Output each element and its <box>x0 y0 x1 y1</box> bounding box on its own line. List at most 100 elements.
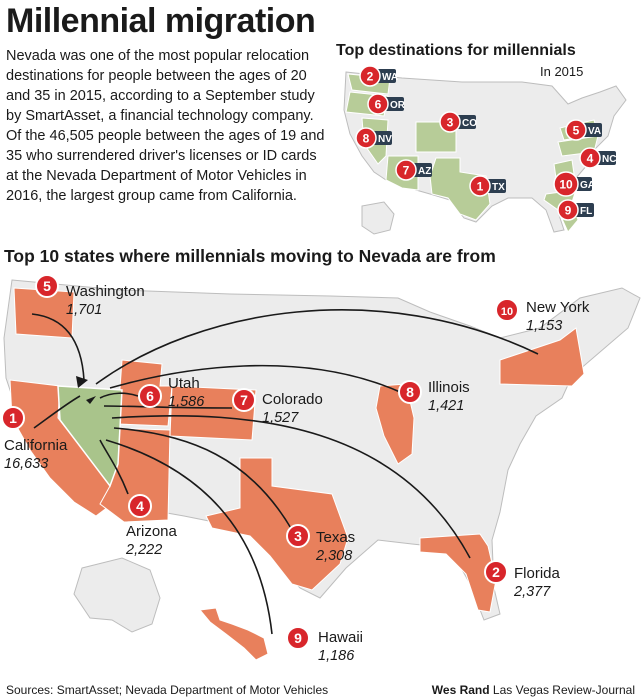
rank-number: 9 <box>294 630 302 646</box>
rank-number: 7 <box>240 392 248 408</box>
mover-count: 1,527 <box>262 410 299 426</box>
rank-number: 10 <box>559 178 573 192</box>
author-name: Wes Rand <box>431 683 490 697</box>
rank-number: 4 <box>136 498 144 514</box>
state-code: OR <box>390 100 406 111</box>
rank-circle <box>439 111 461 133</box>
alaska <box>73 557 161 633</box>
rank-number: 1 <box>9 410 17 426</box>
origin-utah: 6 Utah 1,586 <box>138 375 205 410</box>
mover-count: 1,153 <box>526 318 562 334</box>
rank-circle <box>367 93 389 115</box>
headline: Millennial migration <box>6 2 316 40</box>
mover-count: 2,308 <box>315 548 352 564</box>
main-map-title: Top 10 states where millennials moving t… <box>4 246 496 266</box>
arrowhead <box>76 376 88 388</box>
mover-count: 16,633 <box>4 456 48 472</box>
destination-badge-va: 5 VA <box>565 119 602 141</box>
state-texas <box>205 457 349 591</box>
inset-state-tx <box>429 157 491 221</box>
state-name: New York <box>526 299 590 316</box>
origin-arizona: 4 Arizona 2,222 <box>125 494 178 558</box>
destinations-map: 2 WA 6 OR 3 CO 8 NV 5 VA 4 NC 7 AZ 1 TX 10 GA 9 FL <box>343 65 627 235</box>
arrowheads <box>76 376 96 404</box>
state-name: Hawaii <box>318 629 363 646</box>
arrow-hawaii <box>105 439 273 635</box>
destination-badge-az: 7 AZ <box>395 159 432 181</box>
state-code: TX <box>492 182 505 193</box>
sources-credit: Sources: SmartAsset; Nevada Department o… <box>6 683 329 697</box>
rank-number: 8 <box>406 384 414 400</box>
rank-number: 9 <box>565 204 572 218</box>
origin-california: 1 California 16,633 <box>1 406 68 472</box>
rank-number: 6 <box>375 98 382 112</box>
rank-circle <box>484 560 508 584</box>
origin-hawaii: 9 Hawaii 1,186 <box>286 626 363 664</box>
rank-circle <box>395 159 417 181</box>
destination-badge-tx: 1 TX <box>469 175 506 197</box>
rank-circle <box>35 274 59 298</box>
destination-badge-ga: 10 GA <box>553 171 595 197</box>
rank-circle <box>553 171 579 197</box>
state-name: Arizona <box>126 523 178 540</box>
destination-badge-nv: 8 NV <box>355 127 392 149</box>
rank-circle <box>1 406 25 430</box>
publication-name: Las Vegas Review-Journal <box>492 683 635 697</box>
rank-circle <box>495 298 519 322</box>
rank-circle <box>359 65 381 87</box>
intro-paragraph: Nevada was one of the most popular reloc… <box>6 48 325 204</box>
origin-florida: 2 Florida 2,377 <box>484 560 561 600</box>
state-name: Texas <box>316 529 355 546</box>
rank-number: 10 <box>501 306 513 318</box>
rank-number: 3 <box>447 116 454 130</box>
rank-number: 5 <box>573 124 580 138</box>
mover-count: 2,377 <box>513 584 551 600</box>
arrow-california <box>33 395 81 429</box>
state-name: Washington <box>66 283 145 300</box>
state-code: AZ <box>418 166 431 177</box>
mover-count: 1,701 <box>66 302 102 318</box>
state-code: NC <box>602 154 616 165</box>
mover-count: 1,186 <box>318 648 355 664</box>
arrow-utah <box>99 392 139 399</box>
state-nevada <box>57 385 123 488</box>
destinations-map-title: Top destinations for millennials <box>336 42 576 59</box>
state-name: California <box>4 437 68 454</box>
origins-map: 1 California 16,633 2 Florida 2,377 3 Texas 2,30… <box>1 274 641 664</box>
rank-circle <box>469 175 491 197</box>
rank-circle <box>398 380 422 404</box>
destinations-map-year: In 2015 <box>540 64 584 79</box>
rank-number: 6 <box>146 388 154 404</box>
state-florida <box>419 533 497 613</box>
origin-colorado: 7 Colorado 1,527 <box>232 388 323 426</box>
state-code: WA <box>382 72 398 83</box>
rank-circle <box>579 147 601 169</box>
author-credit: Wes Rand Las Vegas Review-Journal <box>432 683 635 697</box>
state-code: FL <box>580 206 592 217</box>
origin-washington: 5 Washington 1,701 <box>35 274 145 318</box>
rank-circle <box>286 524 310 548</box>
state-code: CO <box>462 118 477 129</box>
rank-number: 3 <box>294 528 302 544</box>
rank-circle <box>565 119 587 141</box>
destination-badge-or: 6 OR <box>367 93 406 115</box>
state-name: Illinois <box>428 379 470 396</box>
state-hawaii <box>199 607 269 661</box>
state-name: Utah <box>168 375 200 392</box>
arrowhead <box>86 396 96 404</box>
state-name: Colorado <box>262 391 323 408</box>
state-new-york <box>499 327 585 387</box>
rank-number: 8 <box>363 132 370 146</box>
rank-circle <box>355 127 377 149</box>
arrow-new-york <box>95 309 539 385</box>
arrow-arizona <box>99 439 129 495</box>
migration-arrows <box>31 309 539 635</box>
mover-count: 1,421 <box>428 398 464 414</box>
rank-number: 2 <box>367 70 374 84</box>
rank-circle <box>557 199 579 221</box>
rank-circle <box>232 388 256 412</box>
arrow-texas <box>113 427 293 531</box>
mover-count: 1,586 <box>168 394 205 410</box>
state-code: GA <box>580 180 595 191</box>
destination-badge-co: 3 CO <box>439 111 477 133</box>
